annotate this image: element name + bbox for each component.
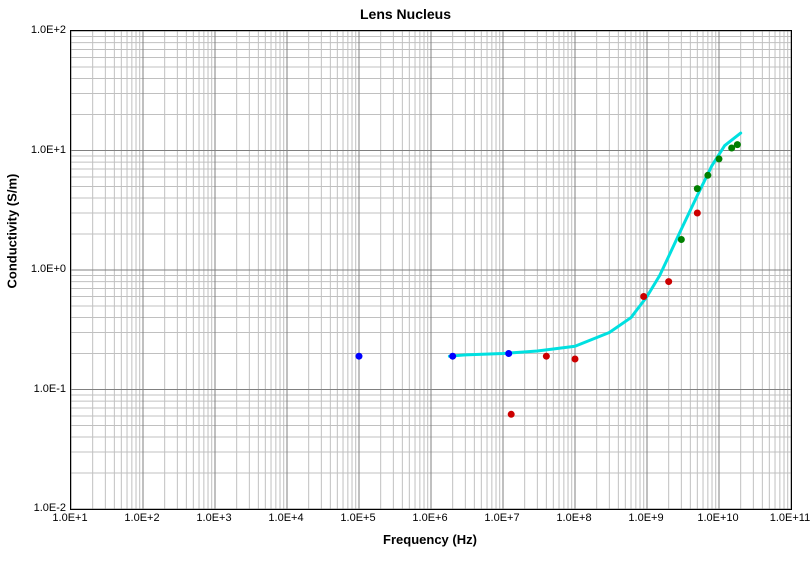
xtick-label: 1.0E+6 — [412, 512, 447, 524]
ytick-label: 1.0E-1 — [20, 383, 66, 395]
xtick-label: 1.0E+3 — [196, 512, 231, 524]
plot-svg — [71, 31, 791, 509]
xtick-label: 1.0E+8 — [556, 512, 591, 524]
y-axis-label: Conductivity (S/m) — [5, 265, 20, 289]
xtick-label: 1.0E+4 — [268, 512, 303, 524]
plot-area — [70, 30, 792, 510]
xtick-label: 1.0E+2 — [124, 512, 159, 524]
xtick-label: 1.0E+7 — [484, 512, 519, 524]
xtick-label: 1.0E+11 — [770, 512, 810, 524]
chart-title: Lens Nucleus — [0, 6, 811, 22]
ytick-label: 1.0E+2 — [20, 24, 66, 36]
x-axis-label: Frequency (Hz) — [70, 532, 790, 547]
ytick-label: 1.0E+1 — [20, 144, 66, 156]
xtick-label: 1.0E+5 — [340, 512, 375, 524]
ytick-label: 1.0E-2 — [20, 502, 66, 514]
ytick-label: 1.0E+0 — [20, 263, 66, 275]
xtick-label: 1.0E+10 — [697, 512, 738, 524]
xtick-label: 1.0E+9 — [628, 512, 663, 524]
chart-container: Lens Nucleus Conductivity (S/m) Frequenc… — [0, 0, 811, 561]
